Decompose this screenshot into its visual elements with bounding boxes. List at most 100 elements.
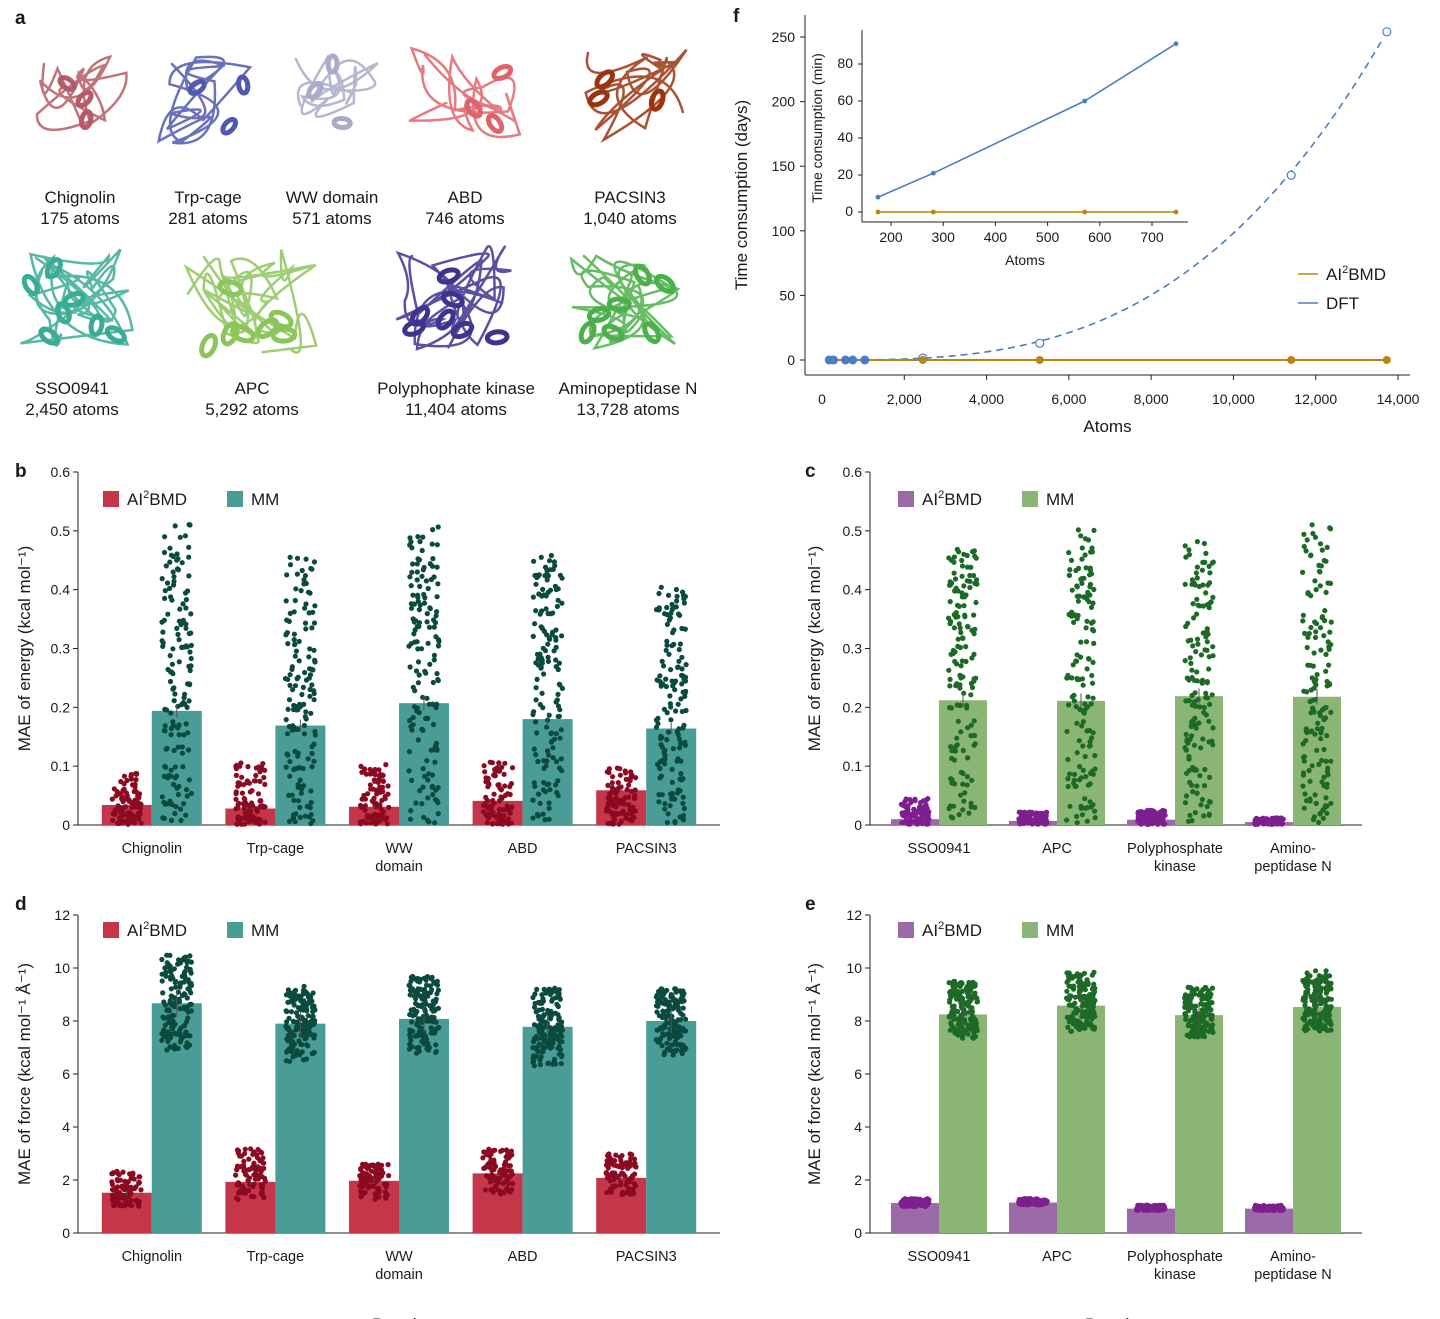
data-point (541, 628, 548, 635)
data-point (1087, 584, 1093, 590)
data-point (1147, 1204, 1153, 1210)
data-point (1304, 982, 1310, 988)
data-point (117, 791, 123, 797)
data-point (176, 732, 182, 738)
data-point (948, 705, 955, 711)
data-point (1085, 980, 1091, 986)
data-point (188, 663, 194, 669)
data-point (1087, 799, 1093, 805)
data-point (1203, 996, 1209, 1002)
data-point (484, 797, 490, 804)
data-point (480, 809, 486, 815)
data-point (555, 691, 561, 698)
data-point (1203, 690, 1209, 697)
data-point (424, 611, 430, 617)
protein-helix (236, 74, 251, 96)
data-point (678, 696, 684, 702)
data-point (603, 1162, 610, 1168)
data-point (627, 1151, 633, 1157)
data-point (559, 1052, 565, 1058)
data-point (556, 995, 563, 1001)
data-point (368, 820, 374, 826)
data-point (176, 637, 182, 643)
data-point (374, 1167, 380, 1173)
data-point (531, 746, 537, 752)
data-point (406, 768, 412, 774)
scatter-points-mm-1 (946, 978, 981, 1041)
data-point (1182, 581, 1188, 587)
data-point (1067, 993, 1073, 999)
data-point (283, 717, 289, 723)
data-point (423, 715, 429, 722)
data-point (959, 573, 965, 579)
data-point (533, 697, 539, 703)
data-point (664, 638, 670, 644)
data-point (429, 1006, 435, 1012)
data-point (233, 763, 239, 770)
data-point (300, 987, 306, 994)
data-point (386, 804, 392, 811)
protein-helix (606, 296, 632, 313)
legend-text-sup: 2 (938, 920, 944, 932)
data-point (658, 683, 664, 689)
data-point (658, 1035, 664, 1041)
scatter-points-ai2bmd-1 (898, 796, 932, 827)
data-point (436, 1024, 442, 1031)
data-point (234, 1182, 240, 1188)
legend-swatch-ai2bmd (103, 491, 119, 507)
data-point (662, 1014, 668, 1021)
data-point (1140, 1205, 1146, 1211)
x-tick-label-3: Polyphosphate (1127, 1249, 1223, 1265)
data-point (161, 549, 168, 556)
data-point (410, 592, 416, 598)
protein-atoms-9: 13,728 atoms (576, 400, 679, 419)
data-point (376, 1185, 382, 1191)
scatter-points-ai2bmd-4 (1252, 815, 1286, 827)
data-point (122, 1202, 128, 1208)
data-point (954, 735, 960, 741)
data-point (133, 777, 139, 783)
data-point (683, 1016, 689, 1022)
protein-helix (75, 89, 94, 108)
data-point (416, 672, 422, 678)
data-point (262, 767, 268, 773)
data-point (1193, 725, 1199, 731)
data-point (1191, 699, 1197, 705)
data-point (947, 683, 953, 689)
data-point (1323, 1017, 1329, 1023)
data-point (542, 817, 548, 823)
data-point (1317, 625, 1324, 631)
data-point (534, 1044, 540, 1050)
data-point (614, 788, 621, 794)
bar-ai2bmd-3 (349, 1180, 399, 1233)
data-point (412, 639, 418, 645)
x-tick-label-3: WW (385, 841, 413, 857)
data-point (283, 764, 289, 770)
data-point (235, 1148, 241, 1155)
data-point (486, 815, 492, 821)
data-point (292, 748, 298, 755)
data-point (432, 820, 438, 826)
data-point (1304, 970, 1310, 976)
data-point (1328, 800, 1334, 806)
data-point (542, 573, 548, 579)
data-point (383, 762, 389, 768)
data-point (1186, 818, 1192, 824)
data-point (172, 523, 178, 529)
x-tick-label-1: Chignolin (122, 841, 182, 857)
data-point (302, 813, 308, 819)
data-point (430, 679, 436, 686)
data-point (1183, 623, 1189, 630)
data-point (287, 562, 294, 568)
data-point (286, 618, 292, 625)
data-point (433, 634, 439, 640)
data-point (969, 777, 975, 783)
panel-d-label: d (15, 894, 27, 915)
data-point (1194, 669, 1200, 675)
data-point (535, 758, 541, 765)
data-point (188, 642, 194, 649)
data-point (414, 569, 420, 575)
data-point (1321, 633, 1327, 639)
inset-point-ai2bmd (1173, 209, 1179, 215)
data-point (161, 799, 167, 806)
